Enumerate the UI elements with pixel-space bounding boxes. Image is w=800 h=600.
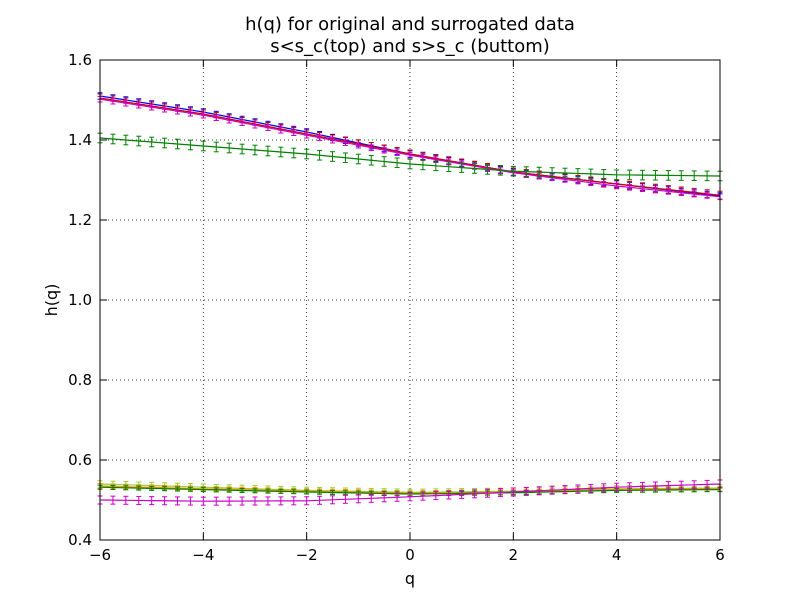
- y-tick-label: 1.2: [68, 211, 92, 229]
- y-tick-label: 0.4: [68, 531, 92, 549]
- y-tick-label: 1.6: [68, 51, 92, 69]
- chart-subtitle: s<s_c(top) and s>s_c (buttom): [270, 36, 550, 57]
- x-tick-label: 2: [509, 546, 519, 564]
- series-3: [97, 95, 723, 201]
- series-4: [97, 132, 723, 182]
- y-tick-label: 0.8: [68, 371, 92, 389]
- series-8: [97, 479, 723, 506]
- y-tick-label: 1.0: [68, 291, 92, 309]
- x-tick-label: 0: [405, 546, 415, 564]
- x-tick-label: −2: [296, 546, 318, 564]
- x-axis-label: q: [405, 569, 415, 588]
- y-axis-label: h(q): [42, 284, 61, 317]
- x-tick-label: −6: [89, 546, 111, 564]
- chart-title: h(q) for original and surrogated data: [245, 14, 575, 35]
- y-tick-label: 1.4: [68, 131, 92, 149]
- x-tick-label: 6: [715, 546, 725, 564]
- x-tick-label: 4: [612, 546, 622, 564]
- y-tick-label: 0.6: [68, 451, 92, 469]
- x-tick-label: −4: [192, 546, 214, 564]
- series-layer: [97, 92, 723, 506]
- axis-ticks: −6 −4 −2 0 2 4 6 0.4 0.6 0.8 1.0 1.2 1.4 1.6: [68, 51, 725, 564]
